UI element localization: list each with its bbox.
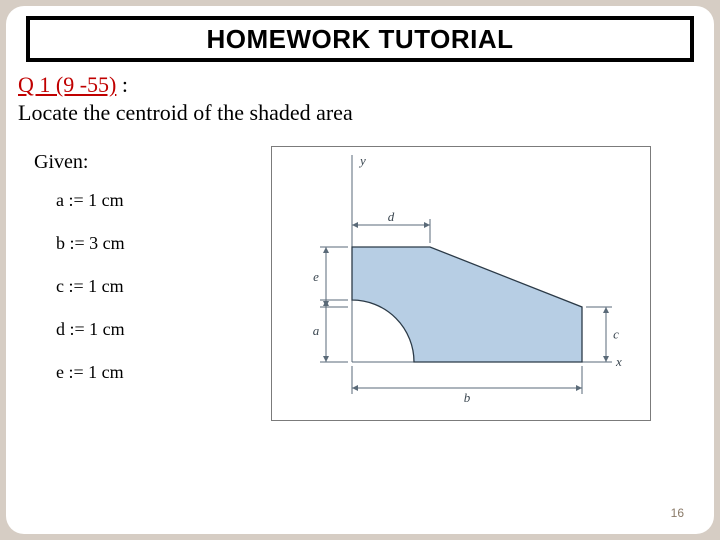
given-block: Given: a := 1 cm b := 3 cm c := 1 cm d :… (34, 151, 184, 405)
page-number: 16 (671, 506, 684, 520)
slide-card: HOMEWORK TUTORIAL Q 1 (9 -55) : Locate t… (6, 6, 714, 534)
given-item: e := 1 cm (56, 362, 184, 383)
given-item: d := 1 cm (56, 319, 184, 340)
given-item: a := 1 cm (56, 190, 184, 211)
svg-text:e: e (313, 269, 319, 284)
question-line: Q 1 (9 -55) : (18, 72, 128, 98)
svg-text:b: b (464, 390, 471, 405)
diagram-svg: y x d e a c b (272, 147, 652, 422)
question-prompt: Locate the centroid of the shaded area (18, 100, 353, 126)
page-title: HOMEWORK TUTORIAL (207, 24, 514, 55)
svg-text:c: c (613, 327, 619, 342)
title-frame: HOMEWORK TUTORIAL (26, 16, 694, 62)
diagram-container: y x d e a c b (271, 146, 651, 421)
svg-text:x: x (615, 354, 622, 369)
question-label: Q 1 (9 -55) (18, 72, 116, 97)
svg-text:d: d (388, 209, 395, 224)
given-item: c := 1 cm (56, 276, 184, 297)
given-heading: Given: (34, 151, 184, 174)
given-item: b := 3 cm (56, 233, 184, 254)
svg-text:a: a (313, 323, 320, 338)
question-colon: : (116, 72, 128, 97)
svg-text:y: y (358, 153, 366, 168)
